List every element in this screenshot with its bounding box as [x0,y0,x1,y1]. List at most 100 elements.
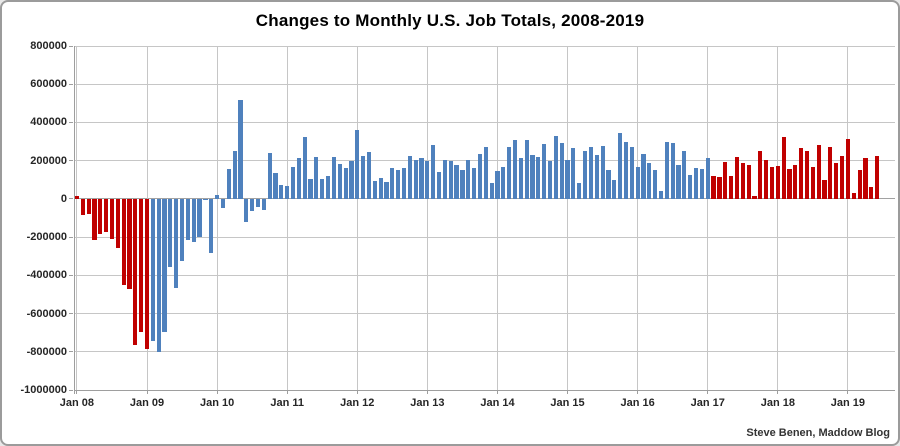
x-axis-label: Jan 12 [340,397,375,409]
y-axis-line [73,46,75,394]
y-axis-tick [69,198,73,200]
y-axis-tick [69,83,73,85]
bar-2012-10 [407,155,412,199]
y-axis-label: 200000 [30,154,67,167]
bar-2016-11 [693,167,699,199]
y-axis-label: 400000 [30,116,67,129]
bar-2016-08 [676,165,681,199]
v-gridline [426,46,428,390]
bar-2008-03 [86,198,91,215]
bar-2013-01 [425,161,430,199]
h-gridline [74,121,895,123]
x-axis-tick [76,390,78,394]
bar-2016-01 [635,166,640,199]
bar-2016-09 [682,151,687,199]
bar-2010-12 [279,185,284,199]
bar-2011-04 [302,137,307,199]
bar-2013-08 [466,160,471,199]
bar-2009-08 [185,198,190,241]
bar-2017-11 [764,159,769,199]
bar-2009-03 [156,198,161,352]
bar-2018-01 [775,166,780,199]
bar-2012-01 [355,130,360,199]
bar-2014-03 [507,146,512,199]
bar-2009-06 [174,198,179,289]
bar-2009-01 [144,198,150,349]
bar-2010-09 [261,198,266,210]
bar-2011-01 [285,185,290,199]
h-gridline [74,45,895,47]
bar-2017-06 [734,156,740,199]
bar-2009-12 [209,198,214,253]
bar-2008-04 [92,198,97,240]
x-axis-label: Jan 10 [199,397,235,409]
bar-2013-03 [436,171,442,199]
bar-2010-03 [226,169,231,199]
bar-2010-10 [267,152,272,199]
y-axis-label: -800000 [26,345,67,358]
bar-2014-09 [542,144,547,199]
bar-2011-11 [343,167,348,199]
bar-2008-07 [109,198,115,239]
bar-2014-01 [495,171,500,199]
bar-2014-06 [524,140,529,199]
bar-2009-02 [150,198,155,341]
bar-2011-06 [314,157,319,199]
bar-2014-11 [553,135,558,199]
bar-2010-06 [244,198,249,223]
bar-2015-02 [571,148,576,199]
bar-2017-12 [769,167,775,199]
bar-2014-05 [518,158,523,199]
v-gridline [216,46,218,390]
bar-2009-05 [168,198,173,267]
bar-2011-10 [337,163,342,199]
bar-2018-07 [810,167,815,199]
bar-2018-11 [834,162,839,199]
bar-2008-12 [139,198,144,333]
bar-2018-08 [816,144,821,199]
bar-2010-07 [250,198,255,211]
bar-2013-10 [477,153,483,199]
y-axis-label: 0 [60,192,67,205]
y-axis-tick [69,351,73,353]
bar-2016-03 [647,163,652,199]
v-gridline [496,46,498,390]
bar-2017-08 [746,165,751,199]
bar-2010-02 [220,198,226,209]
y-axis-tick [69,160,73,162]
bar-2008-09 [121,198,126,286]
x-axis-tick [707,390,709,394]
x-axis-tick [777,390,779,394]
bar-2011-02 [290,166,296,199]
bar-2015-08 [606,170,611,199]
bar-2013-06 [454,165,459,199]
bar-2016-06 [664,142,669,199]
bar-2019-01 [845,139,850,199]
bar-2015-12 [629,147,634,199]
y-axis-tick [69,389,73,391]
bar-2018-06 [804,151,810,199]
y-axis-label: -200000 [26,231,67,244]
bar-2010-08 [255,198,261,207]
h-gridline [74,313,895,315]
h-gridline [74,351,895,353]
v-gridline [567,46,569,390]
bar-2016-07 [670,143,675,199]
bar-2016-02 [641,154,646,199]
x-axis-label: Jan 09 [129,397,165,409]
bar-2008-01 [74,196,79,199]
bar-2017-04 [723,161,728,199]
bar-2012-07 [390,168,395,199]
bar-2019-06 [875,156,880,199]
x-axis-label: Jan 08 [59,397,95,409]
bar-2017-09 [752,196,757,199]
bar-2009-04 [162,198,167,332]
y-axis-tick [69,313,73,315]
bar-2013-04 [442,160,447,199]
bar-2018-10 [828,147,833,199]
bar-2011-03 [296,158,301,199]
bar-2013-07 [460,170,465,199]
v-gridline [76,46,78,390]
bar-2015-10 [618,133,623,199]
